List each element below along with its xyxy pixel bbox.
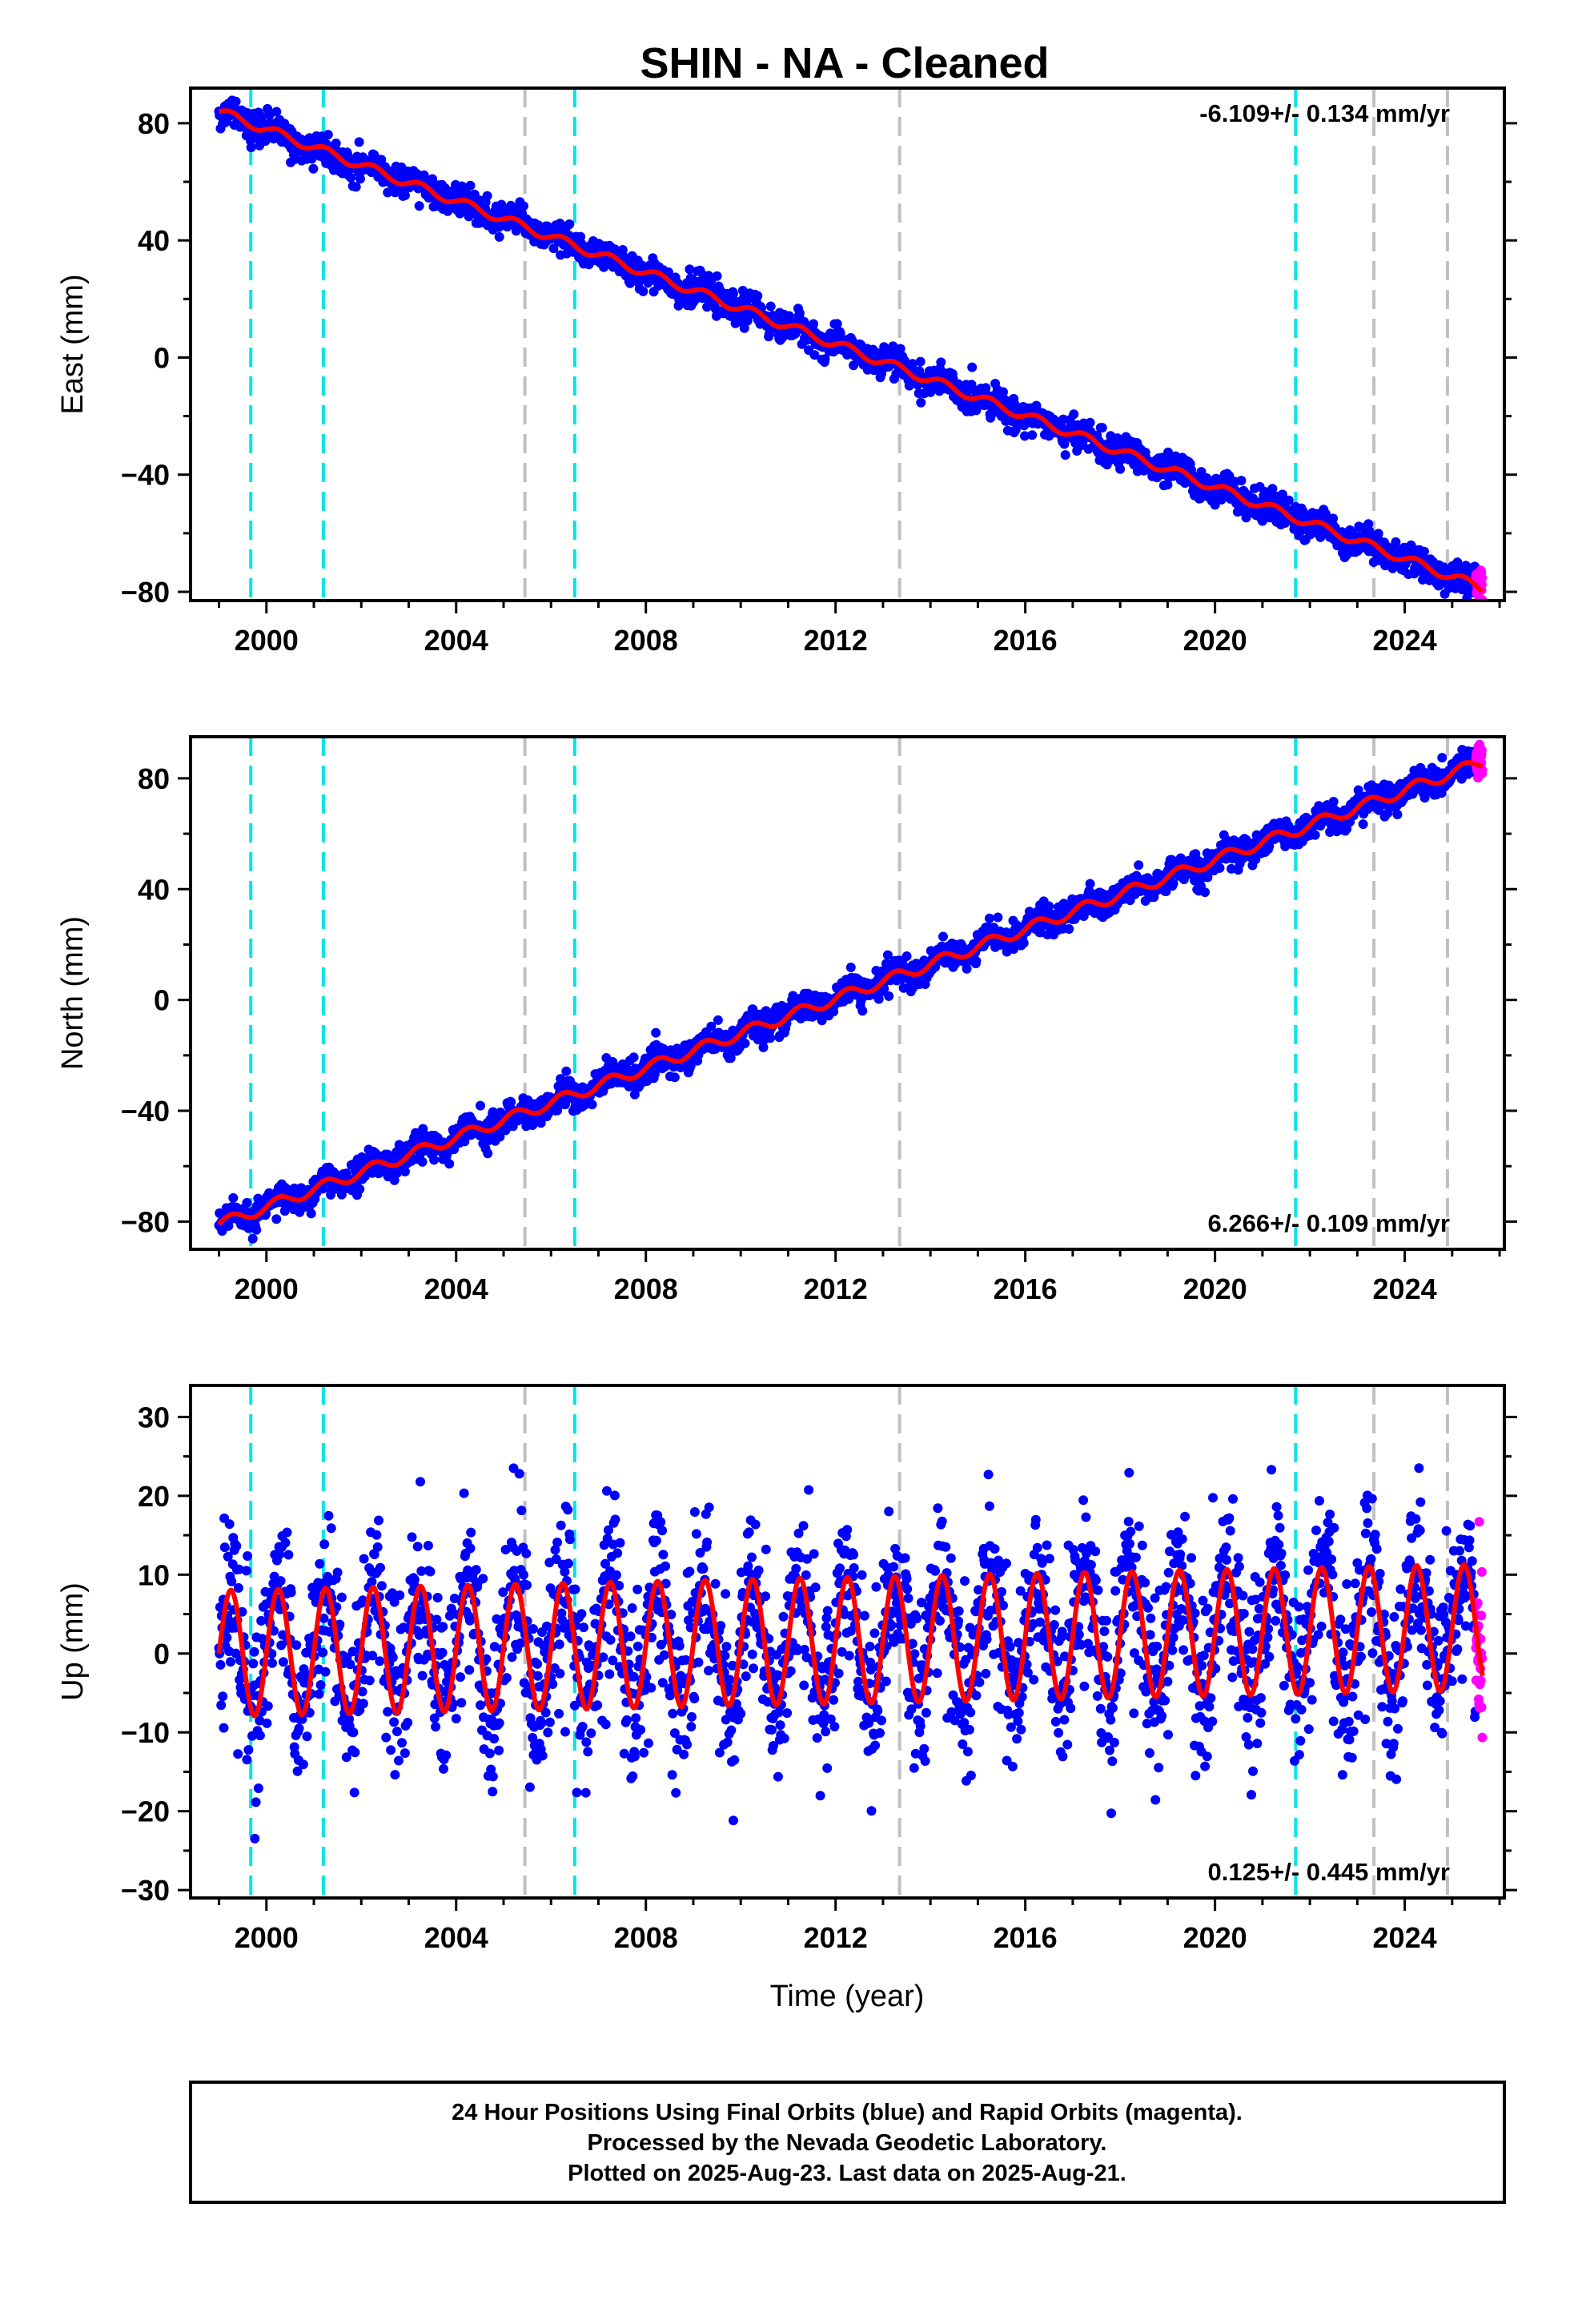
- x-tick-label: 2000: [235, 624, 299, 657]
- x-tick-label: 2004: [424, 1921, 488, 1954]
- y-tick-label: −40: [121, 1095, 170, 1128]
- y-axis-label: North (mm): [56, 916, 90, 1070]
- model-line: [216, 1562, 1485, 1719]
- rate-label: 6.266+/- 0.109 mm/yr: [1208, 1209, 1450, 1237]
- rate-label: 0.125+/- 0.445 mm/yr: [1208, 1858, 1450, 1886]
- caption-box: 24 Hour Positions Using Final Orbits (bl…: [189, 2081, 1506, 2204]
- y-tick-label: 40: [138, 873, 170, 906]
- y-tick-label: −30: [121, 1874, 170, 1907]
- plot-frame: [189, 735, 1506, 1251]
- plot-area: [214, 737, 1488, 1249]
- north-panel: 2000 2004 2008 2012 2016 2020 2024 −80 −40 0 40 80 N…: [56, 735, 1517, 1305]
- plot-area: [214, 88, 1488, 601]
- y-tick-label: −10: [121, 1716, 170, 1749]
- y-tick-label: 40: [138, 224, 170, 257]
- x-tick-label: 2020: [1183, 1273, 1247, 1305]
- x-tick-label: 2008: [614, 1273, 678, 1305]
- x-tick-label: 2000: [235, 1921, 299, 1954]
- y-axis-label: Up (mm): [56, 1582, 90, 1701]
- x-tick-label: 2016: [994, 1921, 1058, 1954]
- caption-line-3: Plotted on 2025-Aug-23. Last data on 202…: [568, 2161, 1126, 2186]
- x-tick-label: 2004: [424, 624, 488, 657]
- x-tick-label: 2012: [804, 624, 868, 657]
- caption-border: [189, 2081, 1506, 2204]
- rate-label: -6.109+/- 0.134 mm/yr: [1199, 99, 1450, 127]
- x-tick-label: 2016: [994, 1273, 1058, 1305]
- x-tick-label: 2016: [994, 624, 1058, 657]
- y-tick-label: 0: [154, 984, 170, 1017]
- x-tick-label: 2024: [1373, 1273, 1437, 1305]
- y-tick-label: 80: [138, 107, 170, 140]
- final-orbits-points: [214, 95, 1480, 601]
- y-tick-label: −20: [121, 1795, 170, 1828]
- rapid-orbits-points: [1471, 739, 1488, 783]
- x-tick-label: 2020: [1183, 624, 1247, 657]
- figure-title: SHIN - NA - Cleaned: [640, 39, 1049, 87]
- y-tick-label: 0: [154, 341, 170, 374]
- up-panel: 2000 2004 2008 2012 2016 2020 2024 −30 −20 −10 0 10…: [56, 1384, 1517, 1954]
- x-tick-label: 2020: [1183, 1921, 1247, 1954]
- y-axis-label: East (mm): [56, 274, 90, 414]
- x-tick-label: 2008: [614, 1921, 678, 1954]
- x-tick-label: 2012: [804, 1921, 868, 1954]
- model-line: [218, 108, 1484, 593]
- caption-line-1: 24 Hour Positions Using Final Orbits (bl…: [452, 2100, 1243, 2125]
- y-tick-label: 30: [138, 1401, 170, 1433]
- model-line: [217, 760, 1483, 1226]
- x-tick-label: 2008: [614, 624, 678, 657]
- final-orbits-points: [214, 745, 1480, 1244]
- y-tick-label: −40: [121, 459, 170, 492]
- x-tick-label: 2024: [1373, 1921, 1437, 1954]
- y-tick-label: 80: [138, 762, 170, 795]
- x-tick-label: 2000: [235, 1273, 299, 1305]
- y-tick-label: 0: [154, 1638, 170, 1671]
- east-panel: 2000 2004 2008 2012 2016 2020 2024 −80 −40 0 40 80 E…: [56, 86, 1517, 657]
- plot-frame: [189, 1384, 1506, 1900]
- x-tick-label: 2012: [804, 1273, 868, 1305]
- y-tick-label: 20: [138, 1480, 170, 1513]
- x-tick-label: 2004: [424, 1273, 488, 1305]
- y-tick-label: −80: [121, 576, 170, 609]
- x-tick-label: 2024: [1373, 624, 1437, 657]
- caption-line-2: Processed by the Nevada Geodetic Laborat…: [588, 2130, 1107, 2156]
- y-tick-label: −80: [121, 1205, 170, 1238]
- plot-area: [214, 1385, 1488, 1898]
- y-tick-label: 10: [138, 1558, 170, 1591]
- plot-frame: [189, 86, 1506, 602]
- x-axis-label: Time (year): [770, 1980, 925, 2013]
